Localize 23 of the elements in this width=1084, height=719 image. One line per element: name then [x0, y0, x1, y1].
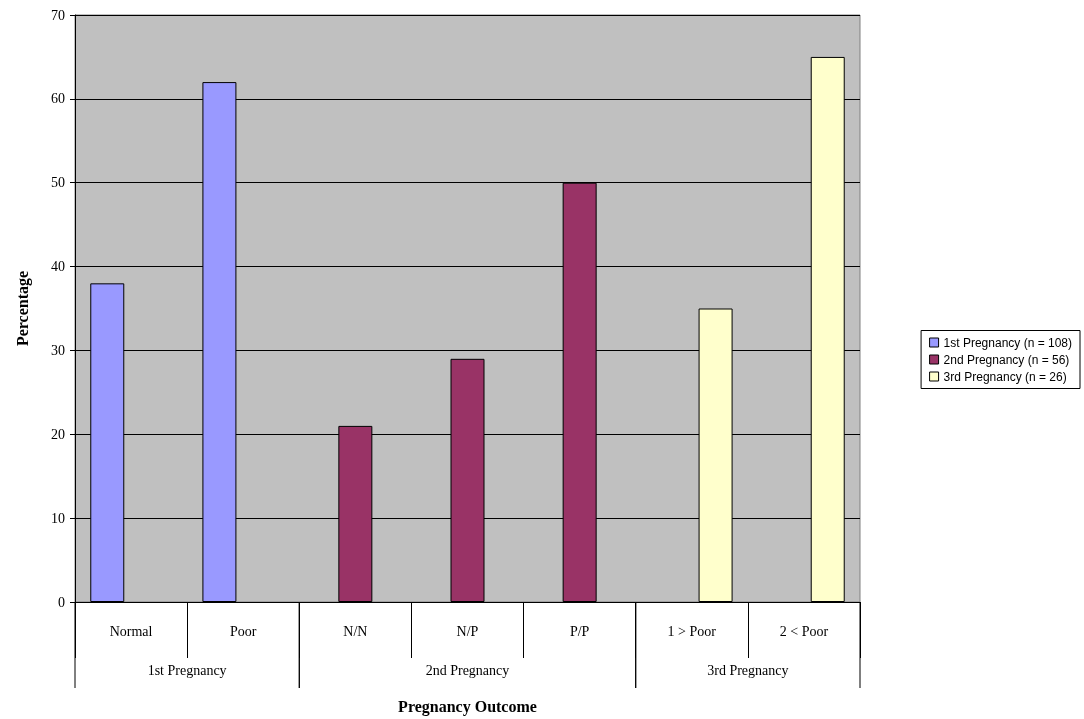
- y-tick-label: 10: [51, 510, 65, 526]
- text: 1st Pregnancy: [147, 662, 227, 678]
- y-axis-title: Percentage: [13, 270, 32, 347]
- x-tick-label: Normal: [109, 623, 153, 639]
- text: 3rd Pregnancy: [707, 662, 789, 678]
- y-tick-label: 30: [51, 342, 65, 358]
- x-tick-label: 1 > Poor: [667, 623, 717, 639]
- x-tick-label: 2 < Poor: [779, 623, 829, 639]
- y-tick-label: 0: [58, 594, 65, 610]
- legend-label: 1st Pregnancy (n = 108): [943, 335, 1073, 350]
- x-axis-title: Pregnancy Outcome: [398, 697, 537, 716]
- x-tick-label: Poor: [229, 623, 257, 639]
- text: 2nd Pregnancy: [425, 662, 510, 678]
- legend-label: 2nd Pregnancy (n = 56): [943, 352, 1070, 367]
- y-tick-label: 50: [51, 175, 65, 191]
- y-tick-label: 40: [51, 259, 65, 275]
- y-tick-label: 70: [51, 7, 65, 23]
- x-tick-label: N/N: [343, 623, 368, 639]
- y-tick-label: 20: [51, 426, 65, 442]
- legend-label: 3rd Pregnancy (n = 26): [943, 369, 1067, 384]
- y-tick-label: 60: [51, 91, 65, 107]
- x-tick-label: N/P: [456, 623, 479, 639]
- x-tick-label: P/P: [569, 623, 590, 639]
